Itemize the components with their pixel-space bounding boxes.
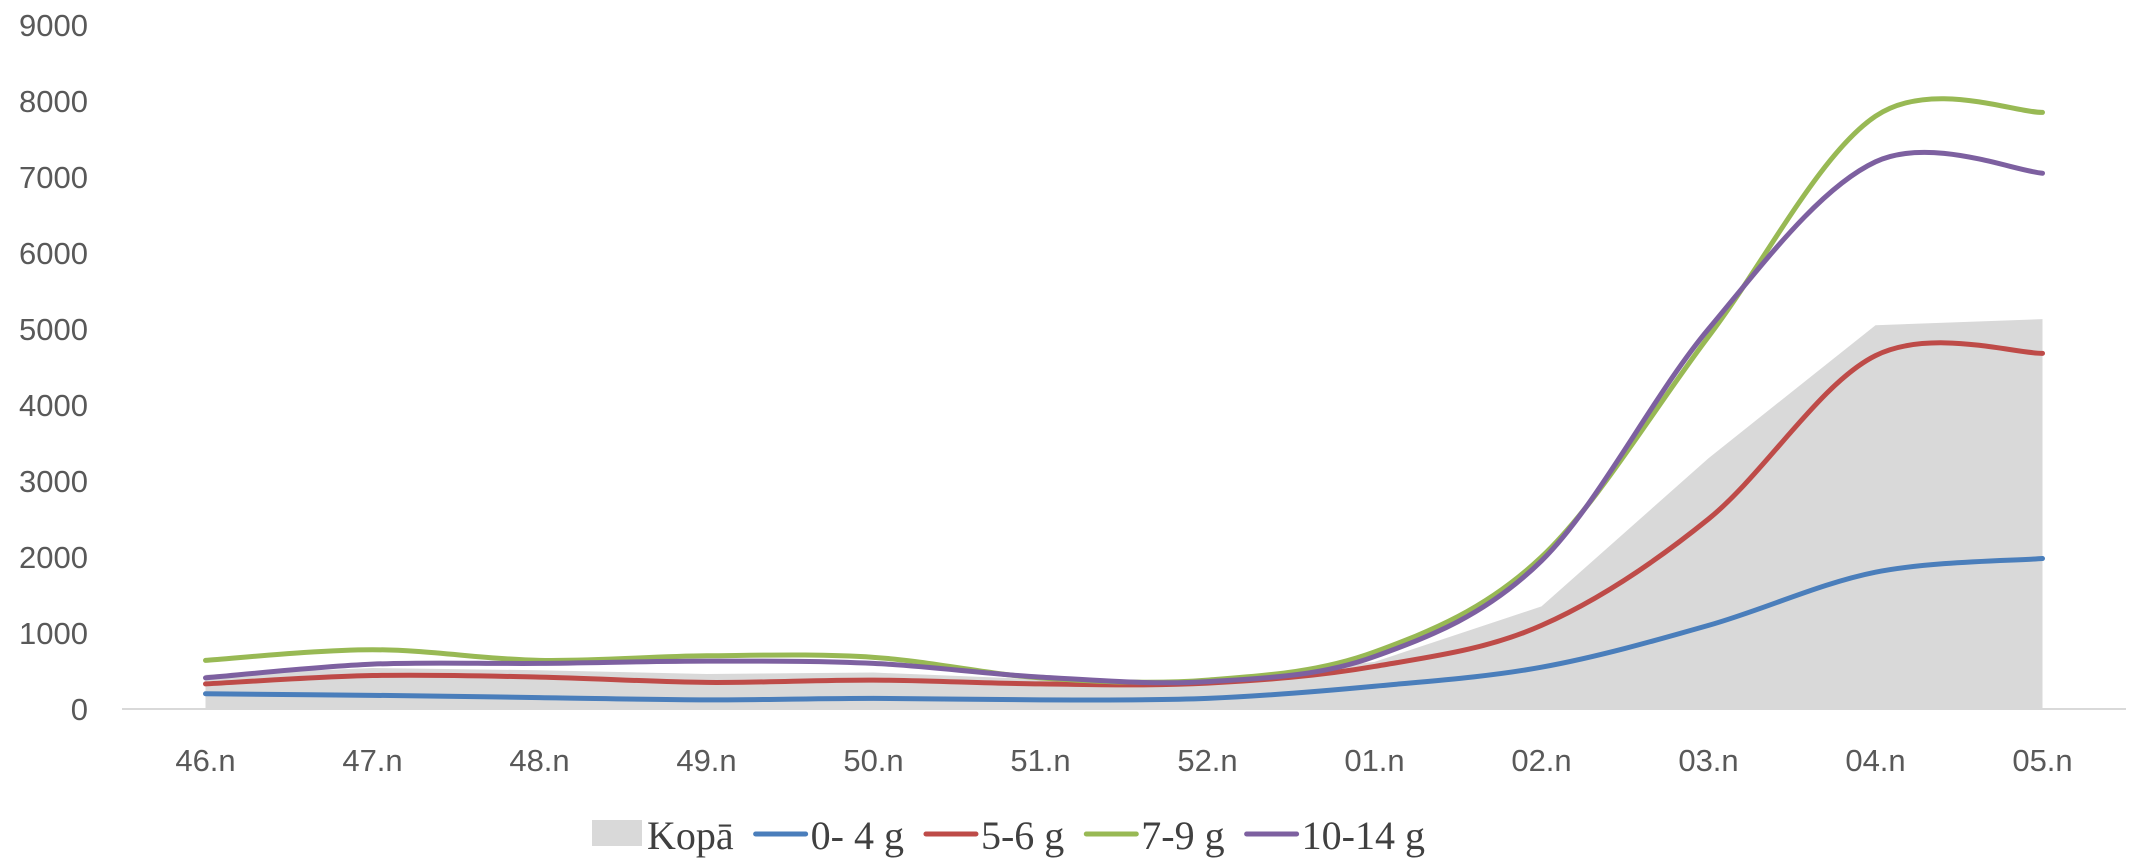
y-axis: 0 1000 2000 3000 4000 5000 6000 7000 8000 9000 [19, 8, 88, 727]
y-tick-label: 6000 [19, 236, 88, 271]
series-area-kop [205, 319, 2043, 709]
x-axis: 46.n 47.n 48.n 49.n 50.n 51.n 52.n 01.n 02.n 03.n… [122, 708, 2126, 778]
x-tick-label: 03.n [1678, 743, 1738, 778]
y-tick-label: 0 [71, 692, 88, 727]
y-tick-label: 8000 [19, 84, 88, 119]
y-tick-label: 4000 [19, 388, 88, 423]
y-tick-label: 2000 [19, 540, 88, 575]
series-line-0-4-g [203, 556, 2045, 703]
y-tick-label: 7000 [19, 160, 88, 195]
legend-item-10-14-g: 10-14 g [1244, 813, 1425, 858]
legend-item-7-9-g: 7-9 g [1083, 813, 1225, 858]
x-tick-label: 47.n [342, 743, 402, 778]
x-tick-label: 50.n [843, 743, 903, 778]
legend-label: 0- 4 g [811, 813, 904, 858]
x-tick-label: 46.n [175, 743, 235, 778]
x-tick-label: 52.n [1177, 743, 1237, 778]
x-tick-label: 49.n [676, 743, 736, 778]
y-tick-label: 1000 [19, 616, 88, 651]
legend-label: 5-6 g [981, 813, 1064, 858]
x-tick-label: 51.n [1010, 743, 1070, 778]
legend: Kopā 0- 4 g 5-6 g 7-9 g 10-14 g [592, 813, 1425, 858]
y-tick-label: 5000 [19, 312, 88, 347]
x-tick-label: 04.n [1845, 743, 1905, 778]
legend-swatch [592, 820, 642, 846]
y-tick-label: 9000 [19, 8, 88, 43]
legend-item-kop: Kopā [592, 813, 734, 858]
series-line-10-14-g [203, 149, 2045, 686]
x-tick-label: 05.n [2012, 743, 2072, 778]
x-tick-label: 02.n [1511, 743, 1571, 778]
legend-label: 7-9 g [1141, 813, 1224, 858]
x-tick-label: 48.n [509, 743, 569, 778]
x-tick-label: 01.n [1344, 743, 1404, 778]
legend-label: Kopā [647, 813, 734, 858]
y-tick-label: 3000 [19, 464, 88, 499]
legend-label: 10-14 g [1302, 813, 1425, 858]
legend-item-0-4-g: 0- 4 g [753, 813, 904, 858]
legend-item-5-6-g: 5-6 g [923, 813, 1064, 858]
plot-area [203, 96, 2045, 709]
